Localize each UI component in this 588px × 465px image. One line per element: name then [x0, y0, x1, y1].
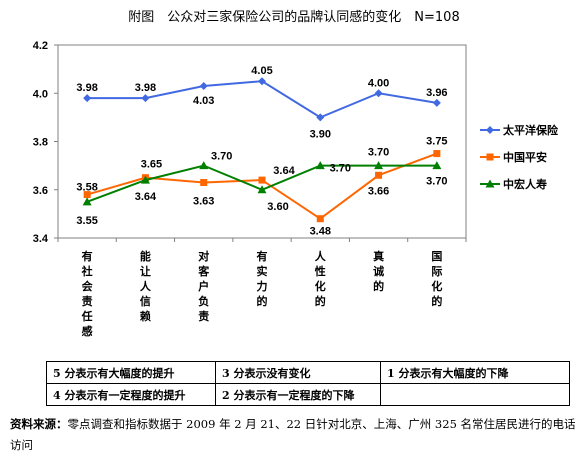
legend-label: 中国平安	[503, 150, 547, 164]
line-chart: 3.4 3.6 3.8 4.0 4.2 有社会责任感 能让人信赖 对客户负责 有实力的 人性化的…	[33, 40, 559, 338]
x-tick-label: 有社会责任感	[81, 249, 94, 338]
x-tick-label: 能让人信赖	[140, 249, 152, 323]
data-point	[258, 77, 266, 86]
x-tick-label: 国际化的	[431, 250, 442, 308]
data-point	[199, 82, 208, 91]
data-point	[82, 197, 92, 206]
data-label: 3.70	[368, 147, 389, 159]
data-label: 4.00	[368, 77, 389, 89]
data-label: 3.98	[135, 82, 156, 94]
plot-area	[57, 44, 467, 239]
x-axis-ticks: 有社会责任感 能让人信赖 对客户负责 有实力的 人性化的 真诚的 国际化的	[57, 238, 467, 338]
data-point	[375, 171, 383, 179]
y-tick-label: 4.0	[33, 88, 48, 100]
scale-legend-cell: 1 分表示有大幅度的下降	[380, 361, 570, 384]
data-point	[257, 185, 267, 194]
data-label: 3.96	[426, 87, 447, 99]
scale-legend-cell: 4 分表示有一定程度的提升	[46, 383, 216, 406]
data-label: 3.98	[76, 82, 97, 94]
scale-legend-cell: 5 分表示有大幅度的提升	[46, 361, 216, 384]
scale-legend-row: 5 分表示有大幅度的提升 3 分表示没有变化 1 分表示有大幅度的下降	[46, 361, 570, 384]
data-point	[374, 89, 383, 98]
data-point	[141, 94, 150, 103]
data-label: 4.03	[193, 95, 214, 107]
data-point	[316, 215, 324, 223]
scale-legend-cell: 3 分表示没有变化	[215, 361, 381, 384]
scale-legend-cell: 2 分表示有一定程度的下降	[215, 383, 381, 406]
data-label: 3.70	[426, 176, 447, 188]
data-label: 3.58	[76, 182, 97, 194]
data-point	[315, 161, 325, 170]
x-tick-label: 人性化的	[315, 249, 327, 308]
data-point	[433, 150, 441, 158]
scale-legend-cell	[380, 383, 570, 406]
data-point	[258, 176, 266, 184]
data-point	[199, 161, 209, 170]
data-label: 3.70	[211, 151, 232, 163]
data-label: 3.60	[267, 201, 288, 213]
y-tick-label: 3.4	[33, 233, 49, 245]
scale-legend-table: 5 分表示有大幅度的提升 3 分表示没有变化 1 分表示有大幅度的下降 4 分表…	[46, 361, 570, 406]
data-point	[432, 98, 441, 107]
data-label: 3.64	[135, 191, 157, 203]
y-tick-label: 4.2	[33, 40, 48, 52]
x-tick-label: 真诚的	[373, 249, 384, 293]
data-label: 3.55	[76, 215, 97, 227]
data-label: 3.66	[368, 185, 389, 197]
data-label: 3.63	[193, 196, 214, 208]
y-tick-label: 3.8	[33, 137, 48, 149]
data-label: 3.64	[273, 165, 295, 177]
data-label: 3.70	[330, 163, 351, 175]
series-layer	[82, 77, 442, 223]
y-axis-ticks: 3.4 3.6 3.8 4.0 4.2	[33, 40, 58, 245]
data-point	[316, 113, 325, 122]
data-label: 3.48	[310, 226, 331, 238]
data-point	[140, 175, 150, 184]
legend-marker	[486, 153, 494, 161]
legend-marker	[486, 126, 494, 134]
source-text: 零点调查和指标数据于 2009 年 2 月 21、22 日针对北京、上海、广州 …	[10, 417, 576, 452]
legend-label: 太平洋保险	[502, 123, 559, 137]
data-label: 4.05	[251, 65, 272, 77]
chart-title: 附图 公众对三家保险公司的品牌认同感的变化 N=108	[128, 10, 460, 25]
source-note: 资料来源：零点调查和指标数据于 2009 年 2 月 21、22 日针对北京、上…	[10, 414, 580, 456]
data-point	[83, 94, 92, 103]
data-point	[432, 161, 442, 170]
data-labels: 3.98 3.98 4.03 4.05 3.90 4.00 3.96 3.58 3.65 3.63…	[76, 65, 447, 238]
legend-label: 中宏人寿	[503, 177, 547, 191]
data-point	[374, 161, 384, 170]
y-tick-label: 3.6	[33, 185, 48, 197]
data-label: 3.75	[426, 136, 447, 148]
legend-marker	[485, 179, 495, 188]
data-point	[200, 179, 208, 187]
source-label: 资料来源：	[10, 417, 68, 431]
data-label: 3.65	[141, 159, 162, 171]
data-label: 3.90	[310, 128, 331, 140]
scale-legend-row: 4 分表示有一定程度的提升 2 分表示有一定程度的下降	[46, 383, 570, 406]
x-tick-label: 有实力的	[257, 249, 268, 308]
data-point	[83, 191, 91, 199]
x-tick-label: 对客户负责	[197, 249, 210, 323]
